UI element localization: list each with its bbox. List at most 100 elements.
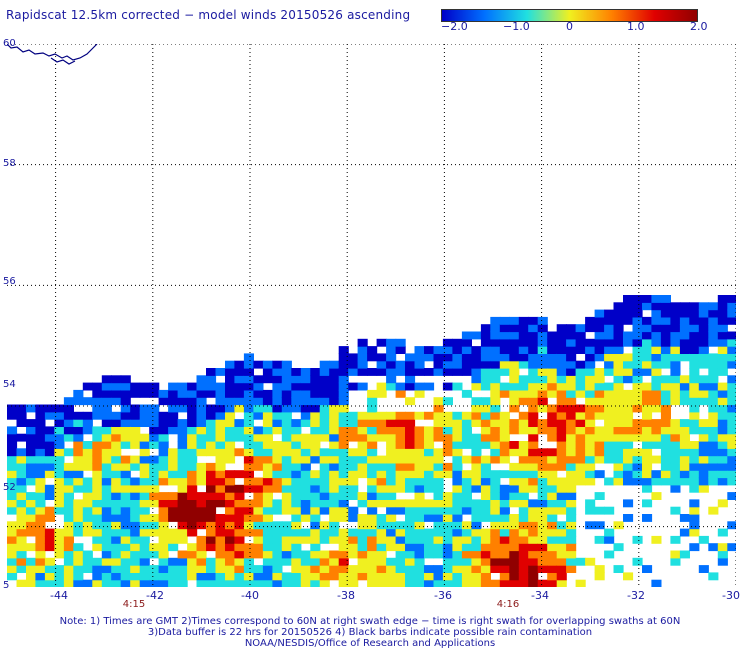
wind-cell bbox=[130, 514, 141, 522]
wind-cell bbox=[442, 448, 453, 457]
wind-cell bbox=[518, 477, 529, 486]
wind-cell bbox=[452, 338, 463, 347]
wind-cell bbox=[63, 506, 74, 515]
wind-cell bbox=[272, 572, 283, 581]
wind-cell bbox=[395, 579, 406, 587]
wind-cell bbox=[547, 389, 558, 398]
wind-cell bbox=[537, 353, 548, 362]
wind-cell bbox=[177, 477, 188, 486]
wind-cell bbox=[547, 543, 558, 552]
wind-cell bbox=[54, 499, 65, 508]
wind-cell bbox=[604, 441, 615, 449]
wind-cell bbox=[206, 492, 217, 500]
wind-cell bbox=[499, 579, 510, 587]
wind-cell bbox=[717, 419, 728, 427]
wind-cell bbox=[168, 492, 179, 500]
wind-cell bbox=[556, 455, 567, 464]
wind-cell bbox=[158, 462, 169, 471]
wind-cell bbox=[187, 470, 198, 479]
wind-cell bbox=[566, 565, 577, 573]
wind-cell bbox=[291, 506, 302, 515]
wind-cell bbox=[158, 426, 169, 435]
wind-cell bbox=[660, 441, 671, 449]
wind-cell bbox=[281, 411, 292, 420]
wind-cell bbox=[243, 470, 254, 479]
wind-cell bbox=[82, 441, 93, 449]
wind-cell bbox=[92, 535, 103, 544]
wind-cell bbox=[272, 477, 283, 486]
wind-cell bbox=[386, 411, 397, 420]
wind-cell bbox=[509, 331, 520, 340]
wind-cell bbox=[528, 375, 539, 384]
wind-cell bbox=[623, 514, 634, 522]
wind-cell bbox=[54, 411, 65, 420]
wind-cell bbox=[310, 389, 321, 398]
wind-cell bbox=[594, 389, 605, 398]
wind-cell bbox=[660, 302, 671, 311]
wind-cell bbox=[547, 521, 558, 530]
lon-tick-38: -38 bbox=[337, 589, 355, 602]
wind-cell bbox=[101, 514, 112, 522]
wind-cell bbox=[73, 470, 84, 479]
wind-cell bbox=[480, 455, 491, 464]
wind-cell bbox=[575, 346, 586, 354]
wind-cell bbox=[111, 419, 122, 427]
wind-cell bbox=[660, 360, 671, 369]
wind-cell bbox=[139, 455, 150, 464]
wind-cell bbox=[338, 499, 349, 508]
wind-cell bbox=[253, 550, 264, 559]
wind-cell bbox=[319, 550, 330, 559]
wind-cell bbox=[130, 521, 141, 530]
wind-cell bbox=[253, 543, 264, 552]
wind-cell bbox=[92, 455, 103, 464]
wind-cell bbox=[35, 419, 46, 427]
wind-cell bbox=[82, 411, 93, 420]
wind-cell bbox=[92, 470, 103, 479]
wind-cell bbox=[405, 441, 416, 449]
wind-cell bbox=[73, 550, 84, 559]
wind-cell bbox=[556, 565, 567, 573]
wind-cell bbox=[632, 338, 643, 347]
wind-cell bbox=[386, 353, 397, 362]
wind-cell bbox=[528, 484, 539, 493]
wind-cell bbox=[594, 382, 605, 391]
wind-cell bbox=[376, 535, 387, 544]
wind-cell bbox=[670, 397, 681, 406]
wind-cell bbox=[499, 557, 510, 566]
wind-cell bbox=[357, 535, 368, 544]
wind-cell bbox=[225, 535, 236, 544]
wind-cell bbox=[272, 368, 283, 376]
wind-cell bbox=[281, 441, 292, 449]
wind-cell bbox=[329, 499, 340, 508]
wind-cell bbox=[234, 433, 245, 442]
wind-cell bbox=[670, 346, 681, 354]
wind-cell bbox=[698, 426, 709, 435]
wind-cell bbox=[471, 375, 482, 384]
wind-cell bbox=[329, 411, 340, 420]
wind-cell bbox=[604, 426, 615, 435]
wind-cell bbox=[433, 579, 444, 587]
wind-cell bbox=[7, 477, 18, 486]
wind-cell bbox=[480, 492, 491, 500]
wind-cell bbox=[92, 382, 103, 391]
wind-cell bbox=[480, 353, 491, 362]
wind-cell bbox=[424, 411, 435, 420]
wind-cell bbox=[243, 528, 254, 537]
wind-cell bbox=[44, 528, 55, 537]
wind-cell bbox=[708, 470, 719, 479]
wind-cell bbox=[120, 484, 131, 493]
wind-cell bbox=[452, 543, 463, 552]
wind-cell bbox=[509, 477, 520, 486]
wind-cell bbox=[319, 557, 330, 566]
wind-cell bbox=[300, 411, 311, 420]
wind-cell bbox=[623, 462, 634, 471]
wind-cell bbox=[73, 477, 84, 486]
wind-cell bbox=[414, 389, 425, 398]
wind-cell bbox=[44, 455, 55, 464]
wind-cell bbox=[613, 411, 624, 420]
wind-cell bbox=[623, 331, 634, 340]
wind-cell bbox=[717, 550, 728, 559]
wind-cell bbox=[158, 514, 169, 522]
wind-cell bbox=[509, 462, 520, 471]
wind-cell bbox=[594, 426, 605, 435]
